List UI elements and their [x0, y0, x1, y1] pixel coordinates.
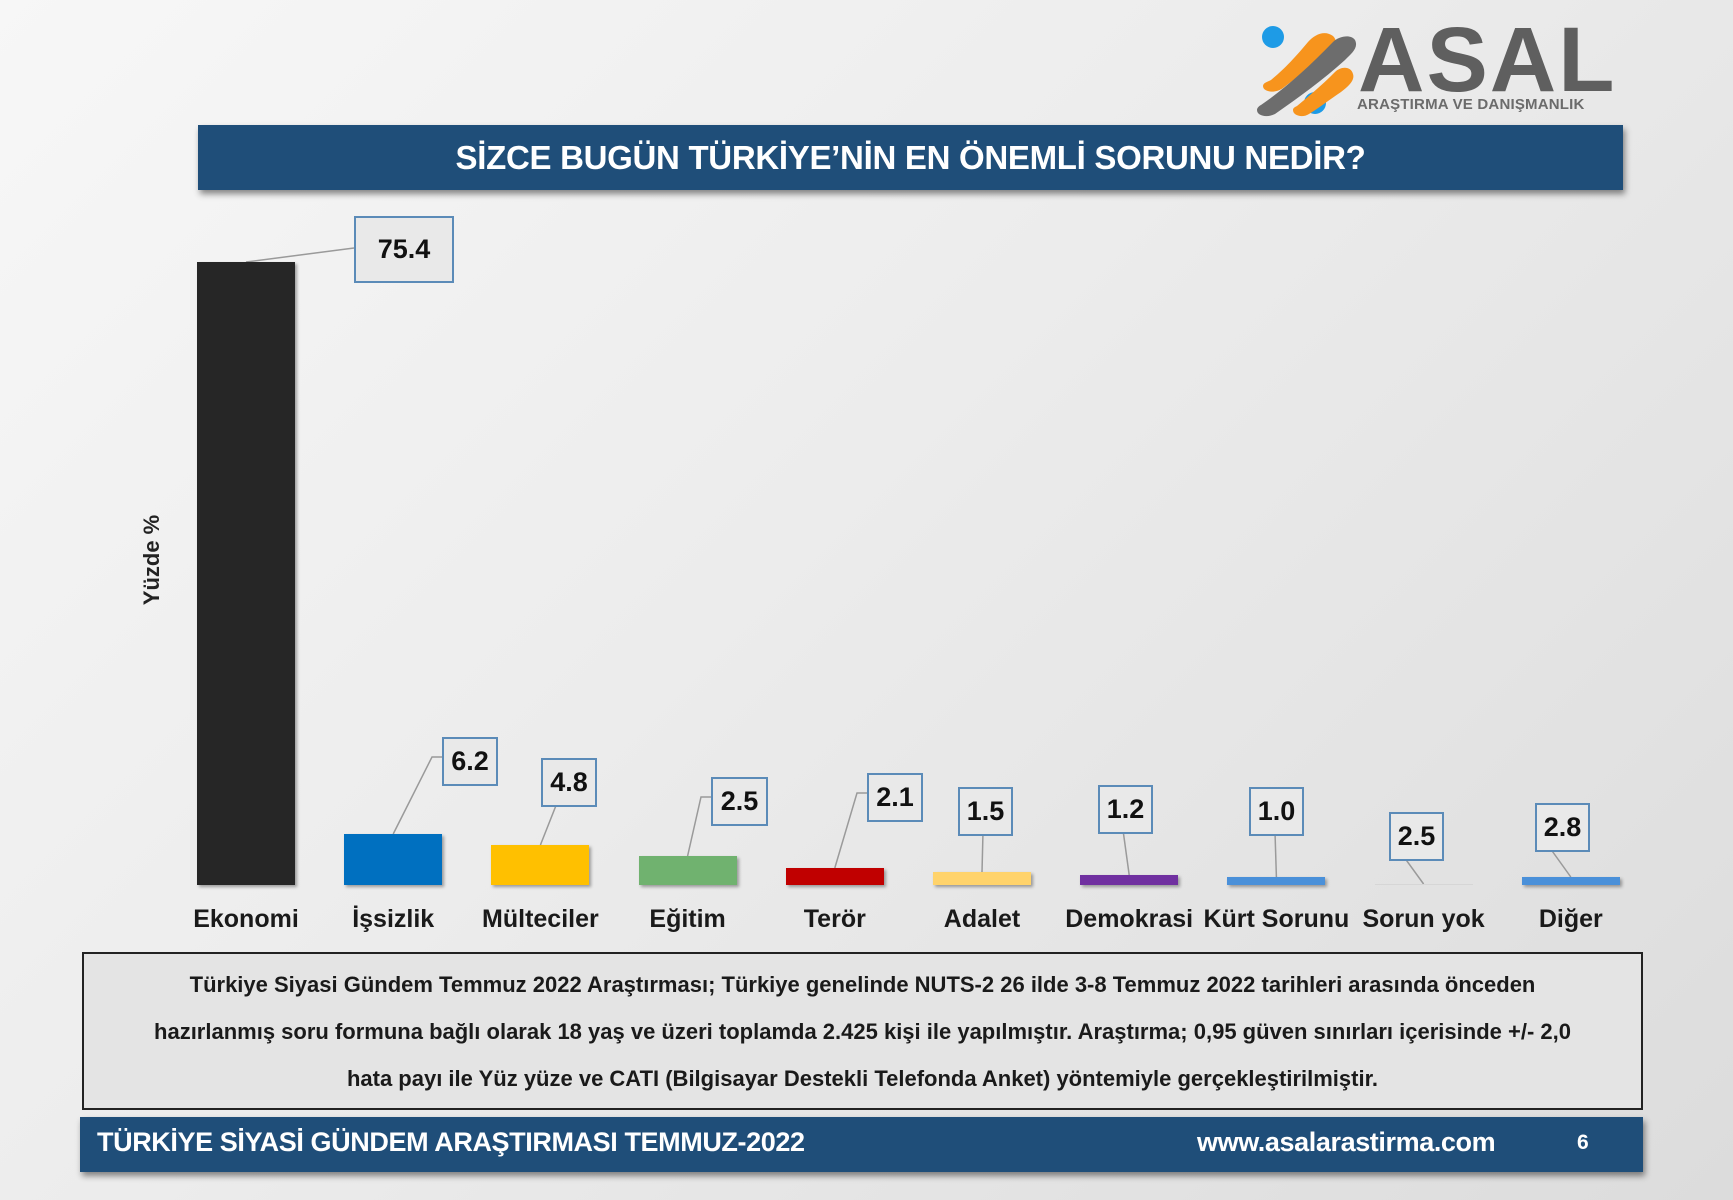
bar-eğitim [638, 856, 737, 885]
footer-title: TÜRKİYE SİYASİ GÜNDEM ARAŞTIRMASI TEMMUZ… [97, 1127, 805, 1157]
data-label: 1.5 [958, 787, 1013, 836]
bar-sorun-yok [1374, 884, 1473, 885]
data-label: 2.5 [1389, 812, 1444, 861]
chart-title: SİZCE BUGÜN TÜRKİYE’NİN EN ÖNEMLİ SORUNU… [455, 138, 1366, 176]
category-label: Mülteciler [482, 905, 599, 933]
bar-ekonomi [197, 262, 295, 885]
bar-kürt-sorunu [1227, 877, 1326, 885]
category-label: Sorun yok [1362, 905, 1485, 933]
bar-terör [785, 868, 884, 885]
data-label: 75.4 [354, 216, 454, 283]
category-label: İşsizlik [352, 905, 435, 933]
bar-demokrasi [1080, 875, 1179, 885]
data-label: 1.0 [1249, 787, 1304, 836]
bar-adalet [933, 872, 1031, 885]
note-line: hazırlanmış soru formuna bağlı olarak 18… [154, 1018, 1571, 1044]
logo-subtitle: ARAŞTIRMA VE DANIŞMANLIK [1357, 96, 1585, 113]
category-label: Ekonomi [193, 905, 299, 933]
footer-band: TÜRKİYE SİYASİ GÜNDEM ARAŞTIRMASI TEMMUZ… [80, 1117, 1643, 1172]
category-label: Demokrasi [1065, 905, 1194, 933]
note-line: Türkiye Siyasi Gündem Temmuz 2022 Araştı… [189, 971, 1536, 997]
data-label: 2.1 [867, 773, 923, 822]
bar-chart: 75.4 Ekonomi 6.2 İşsizlik 4.8 Mülteciler 2.5 Eğ… [193, 216, 1620, 933]
category-label: Eğitim [649, 905, 726, 933]
bar-mülteciler [491, 845, 590, 885]
asal-logo: ASAL ARAŞTIRMA VE DANIŞMANLIK [1253, 14, 1614, 120]
bar-diğer [1521, 877, 1620, 885]
asal-logo-icon [1257, 26, 1357, 117]
bar-i̇şsizlik [344, 834, 443, 885]
category-label: Diğer [1538, 905, 1603, 933]
page-number: 6 [1577, 1131, 1589, 1154]
data-label: 6.2 [442, 737, 498, 786]
data-label: 4.8 [541, 758, 597, 807]
category-label: Adalet [943, 905, 1021, 933]
data-label: 2.8 [1535, 803, 1590, 852]
footer-website-link[interactable]: www.asalarastirma.com [1197, 1127, 1496, 1157]
data-label: 2.5 [711, 777, 768, 826]
data-label: 1.2 [1098, 785, 1153, 834]
logo-wordmark: ASAL [1358, 9, 1617, 111]
methodology-note: Türkiye Siyasi Gündem Temmuz 2022 Araştı… [82, 952, 1643, 1110]
title-band: SİZCE BUGÜN TÜRKİYE’NİN EN ÖNEMLİ SORUNU… [198, 125, 1623, 190]
note-line: hata payı ile Yüz yüze ve CATI (Bilgisay… [346, 1065, 1379, 1091]
category-label: Kürt Sorunu [1203, 905, 1350, 933]
category-label: Terör [803, 905, 866, 933]
